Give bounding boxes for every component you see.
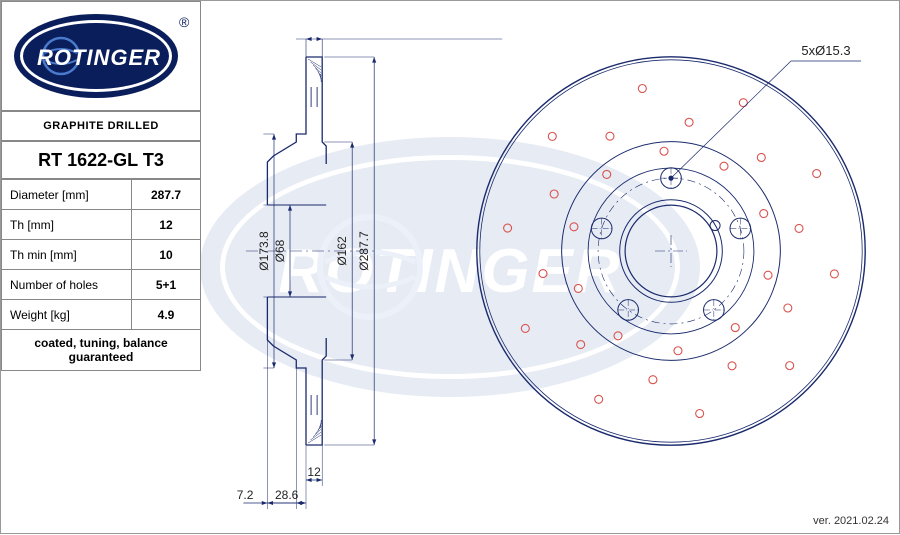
spec-value: 5+1 — [132, 270, 201, 300]
spec-label: Number of holes — [2, 270, 132, 300]
svg-text:Ø162: Ø162 — [335, 236, 349, 266]
svg-text:5xØ15.3: 5xØ15.3 — [801, 43, 850, 58]
brand-logo: ROTINGER ® — [11, 9, 191, 104]
technical-drawing: 5xØ15.3 Ø173.8Ø68 Ø162 Ø287.7 12 28.6 7.2 — [201, 1, 900, 535]
svg-text:7.2: 7.2 — [237, 488, 254, 502]
spec-label: Weight [kg] — [2, 300, 132, 330]
spec-value: 10 — [132, 240, 201, 270]
spec-header: GRAPHITE DRILLED — [1, 111, 201, 141]
spec-label: Th [mm] — [2, 210, 132, 240]
spec-value: 287.7 — [132, 180, 201, 210]
spec-row: Diameter [mm]287.7 — [2, 180, 201, 210]
spec-value: 12 — [132, 210, 201, 240]
spec-row: Th min [mm]10 — [2, 240, 201, 270]
svg-text:12: 12 — [307, 465, 321, 479]
part-number: RT 1622-GL T3 — [1, 141, 201, 179]
spec-label: Diameter [mm] — [2, 180, 132, 210]
svg-text:Ø287.7: Ø287.7 — [357, 231, 371, 271]
svg-text:Ø173.8: Ø173.8 — [257, 231, 271, 271]
spec-row: Th [mm]12 — [2, 210, 201, 240]
spec-row: Weight [kg]4.9 — [2, 300, 201, 330]
spec-row: Number of holes5+1 — [2, 270, 201, 300]
spec-value: 4.9 — [132, 300, 201, 330]
spec-label: Th min [mm] — [2, 240, 132, 270]
brand-logo-panel: ROTINGER ® — [1, 1, 201, 111]
brand-text: ROTINGER — [37, 45, 161, 70]
svg-text:28.6: 28.6 — [275, 488, 299, 502]
spec-table: Diameter [mm]287.7Th [mm]12Th min [mm]10… — [1, 179, 201, 371]
version-text: ver. 2021.02.24 — [813, 515, 889, 527]
svg-text:®: ® — [179, 14, 190, 30]
svg-text:Ø68: Ø68 — [273, 239, 287, 262]
spec-footer: coated, tuning, balance guaranteed — [2, 330, 201, 371]
